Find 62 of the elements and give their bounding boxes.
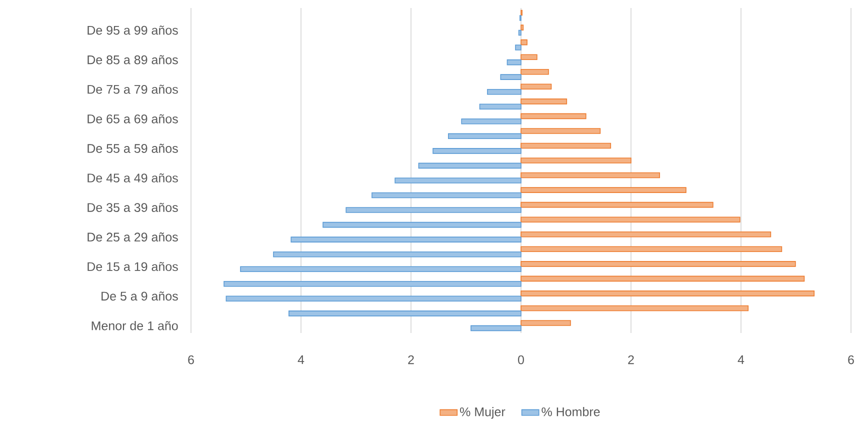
bar <box>520 202 714 208</box>
y-tick-label: De 85 a 89 años <box>88 55 178 64</box>
bar <box>226 296 522 302</box>
y-tick-label: De 25 a 29 años <box>88 232 178 242</box>
bar <box>520 320 571 326</box>
bar <box>372 192 522 198</box>
bar <box>520 24 524 30</box>
bar <box>518 30 522 36</box>
bar <box>520 54 538 60</box>
bar <box>520 187 686 193</box>
legend-label: % Mujer <box>460 407 506 419</box>
y-tick-label: De 5 a 9 años <box>102 292 178 301</box>
bar <box>290 236 522 242</box>
y-tick-label: De 75 a 79 años <box>88 84 178 94</box>
bar <box>515 44 522 50</box>
x-tick-label: 2 <box>628 355 634 364</box>
bar <box>288 310 522 316</box>
bar <box>346 207 522 213</box>
bar <box>520 158 632 164</box>
x-tick-label: 4 <box>738 355 744 364</box>
x-tick-label: 6 <box>188 355 194 364</box>
bar <box>418 162 522 169</box>
bar <box>432 148 522 154</box>
y-tick-label: Menor de 1 año <box>92 321 178 330</box>
bar <box>240 266 522 272</box>
x-tick-label: 6 <box>848 355 854 364</box>
bar <box>520 305 749 312</box>
x-tick-label: 2 <box>408 355 414 364</box>
y-tick-label: De 45 a 49 años <box>88 173 178 182</box>
x-tick-label: 4 <box>298 355 304 364</box>
y-tick-label: De 55 a 59 años <box>88 144 178 153</box>
y-tick-label: De 15 a 19 años <box>88 262 178 272</box>
bar <box>520 290 815 296</box>
x-tick-label: 0 <box>518 355 524 364</box>
bar <box>520 84 552 90</box>
bar <box>448 133 522 140</box>
y-tick-label: De 95 a 99 años <box>88 26 178 35</box>
bar <box>520 246 782 252</box>
y-tick-label: De 35 a 39 años <box>88 202 178 212</box>
bar <box>520 39 528 46</box>
legend-label: % Hombre <box>542 407 600 416</box>
bar <box>224 280 522 287</box>
y-tick-label: De 65 a 69 años <box>88 114 178 124</box>
bar <box>500 74 522 80</box>
bar <box>520 113 586 120</box>
bar <box>520 128 601 134</box>
bar <box>461 118 522 124</box>
bar <box>506 59 522 66</box>
bar <box>394 178 522 184</box>
bar <box>470 325 522 332</box>
bar <box>520 276 805 282</box>
bar <box>487 88 522 95</box>
bar <box>322 222 522 228</box>
bar <box>520 172 660 178</box>
bar <box>520 261 796 267</box>
bar <box>520 68 549 75</box>
bar <box>520 142 612 149</box>
bar <box>520 216 740 222</box>
bar <box>273 251 522 258</box>
bar <box>520 231 772 238</box>
bar <box>520 98 568 104</box>
bar <box>479 104 522 110</box>
